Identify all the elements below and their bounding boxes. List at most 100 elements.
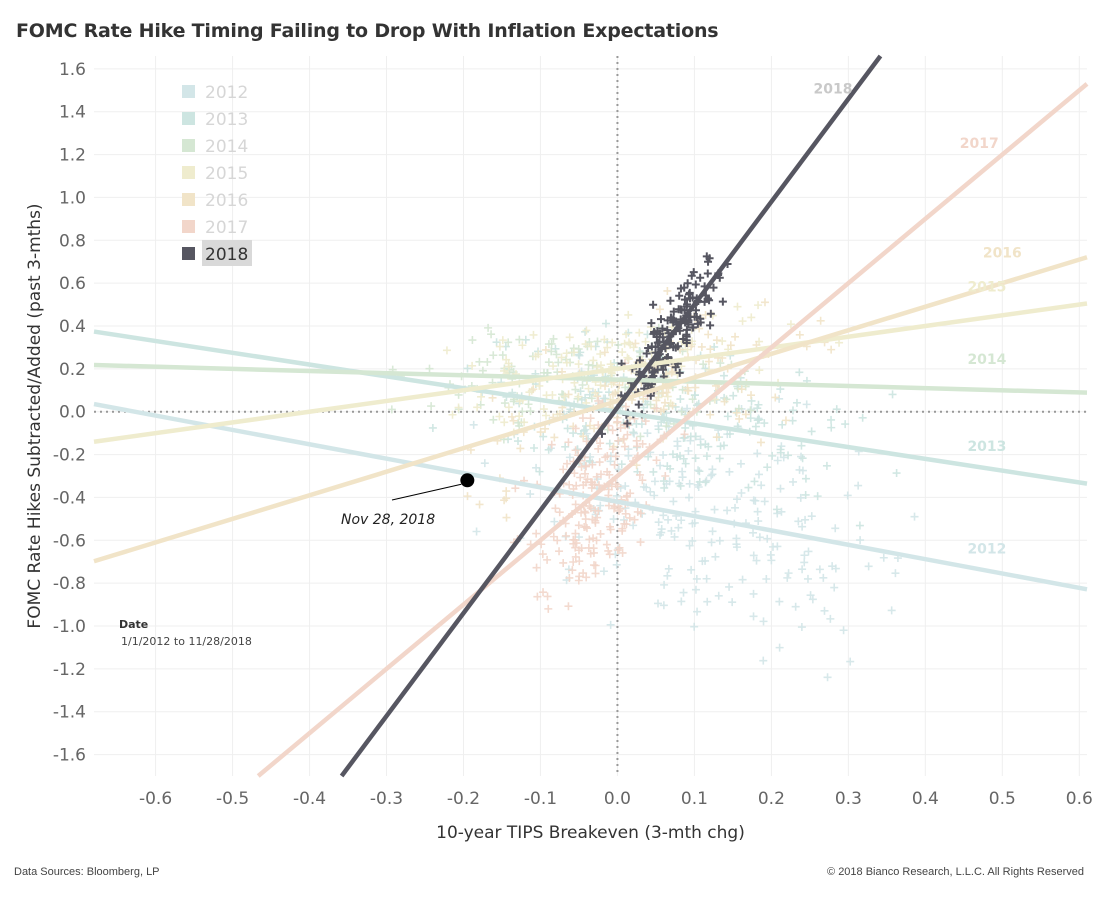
data-point bbox=[822, 461, 831, 470]
data-point bbox=[760, 419, 769, 428]
data-point bbox=[670, 532, 679, 541]
data-point bbox=[614, 436, 623, 445]
data-point bbox=[551, 504, 560, 513]
data-point bbox=[618, 526, 627, 535]
data-point bbox=[776, 484, 785, 493]
data-point bbox=[702, 452, 711, 461]
data-point bbox=[795, 330, 804, 339]
data-point bbox=[601, 319, 610, 328]
data-point bbox=[544, 604, 553, 613]
data-point bbox=[831, 524, 840, 533]
data-point bbox=[677, 407, 686, 416]
data-point bbox=[569, 535, 578, 544]
data-point bbox=[428, 423, 437, 432]
data-point bbox=[841, 420, 850, 429]
data-point bbox=[632, 436, 641, 445]
data-point bbox=[543, 555, 552, 564]
data-point bbox=[571, 446, 580, 455]
chart-title: FOMC Rate Hike Timing Failing to Drop Wi… bbox=[16, 20, 719, 42]
data-point bbox=[636, 348, 645, 357]
data-point bbox=[688, 536, 697, 545]
data-point bbox=[666, 464, 675, 473]
legend-item-2014[interactable]: 2014 bbox=[182, 137, 248, 157]
data-point bbox=[685, 541, 694, 550]
data-point bbox=[472, 527, 481, 536]
data-point bbox=[798, 454, 807, 463]
data-point bbox=[593, 392, 602, 401]
data-point bbox=[639, 394, 648, 403]
legend-item-2012[interactable]: 2012 bbox=[182, 83, 248, 103]
data-point bbox=[592, 472, 601, 481]
data-point bbox=[846, 657, 855, 666]
data-point bbox=[574, 392, 583, 401]
data-point bbox=[601, 382, 610, 391]
data-point bbox=[624, 355, 633, 364]
data-point bbox=[750, 477, 759, 486]
data-point bbox=[718, 297, 727, 306]
trend-label-2012: 2012 bbox=[967, 541, 1006, 557]
data-point bbox=[910, 512, 919, 521]
data-point bbox=[826, 614, 835, 623]
data-point bbox=[716, 359, 725, 368]
trend-label-2017: 2017 bbox=[960, 136, 999, 152]
legend-item-2018[interactable]: 2018 bbox=[182, 240, 252, 266]
data-point bbox=[565, 453, 574, 462]
data-point bbox=[475, 500, 484, 509]
data-point bbox=[675, 291, 684, 300]
data-point bbox=[666, 296, 675, 305]
data-point bbox=[604, 485, 613, 494]
data-point bbox=[674, 305, 683, 314]
data-point bbox=[602, 540, 611, 549]
data-point bbox=[643, 429, 652, 438]
data-point bbox=[788, 406, 797, 415]
data-point bbox=[601, 394, 610, 403]
data-point bbox=[526, 407, 535, 416]
data-point bbox=[536, 428, 545, 437]
data-point bbox=[549, 362, 558, 371]
data-point bbox=[621, 509, 630, 518]
data-point bbox=[620, 442, 629, 451]
data-point bbox=[587, 483, 596, 492]
data-point bbox=[588, 460, 597, 469]
data-point bbox=[655, 530, 664, 539]
legend-label: 2014 bbox=[205, 137, 248, 157]
data-point bbox=[574, 344, 583, 353]
data-point bbox=[693, 607, 702, 616]
data-point bbox=[767, 556, 776, 565]
data-point bbox=[478, 366, 487, 375]
data-point bbox=[737, 385, 746, 394]
data-point bbox=[581, 522, 590, 531]
data-point bbox=[591, 518, 600, 527]
data-point bbox=[610, 460, 619, 469]
data-point bbox=[669, 318, 678, 327]
data-point bbox=[562, 349, 571, 358]
data-point bbox=[571, 385, 580, 394]
data-point bbox=[703, 269, 712, 278]
data-point bbox=[515, 412, 524, 421]
data-point bbox=[879, 553, 888, 562]
data-point bbox=[634, 400, 643, 409]
data-point bbox=[518, 341, 527, 350]
data-point bbox=[659, 451, 668, 460]
legend-swatch bbox=[182, 112, 195, 125]
data-point bbox=[655, 337, 664, 346]
annotation-marker bbox=[460, 473, 475, 488]
data-point bbox=[668, 367, 677, 376]
data-point bbox=[856, 536, 865, 545]
data-point bbox=[756, 438, 765, 447]
legend[interactable]: 2012 2013 2014 2015 2016 2017 2018 bbox=[182, 83, 252, 266]
data-point bbox=[752, 556, 761, 565]
legend-item-2013[interactable]: 2013 bbox=[182, 110, 248, 130]
legend-item-2015[interactable]: 2015 bbox=[182, 164, 248, 184]
legend-item-2017[interactable]: 2017 bbox=[182, 218, 248, 238]
data-point bbox=[468, 361, 477, 370]
data-point bbox=[511, 484, 520, 493]
data-point bbox=[652, 404, 661, 413]
data-point bbox=[726, 341, 735, 350]
legend-item-2016[interactable]: 2016 bbox=[182, 191, 248, 211]
data-point bbox=[685, 493, 694, 502]
data-point bbox=[708, 527, 717, 536]
legend-swatch bbox=[182, 220, 195, 233]
data-point bbox=[753, 416, 762, 425]
